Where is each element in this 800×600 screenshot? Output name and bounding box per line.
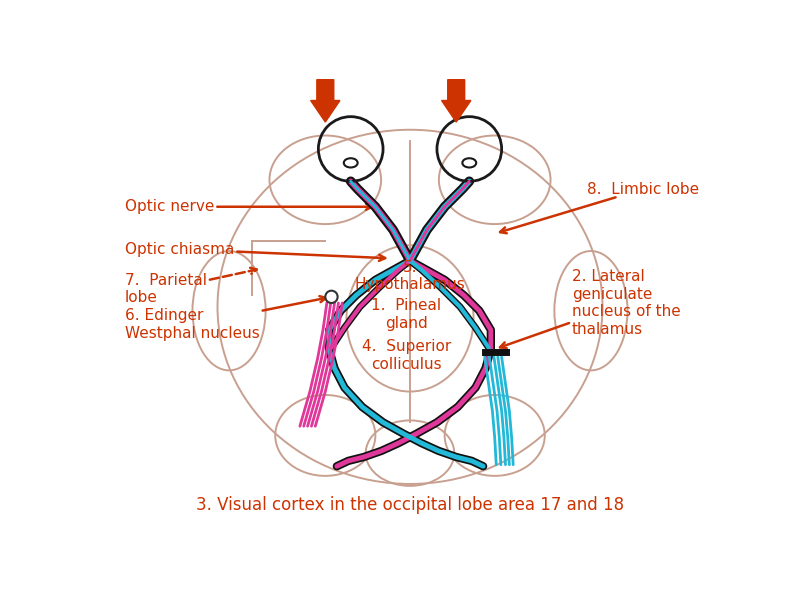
FancyArrow shape xyxy=(442,80,471,122)
Text: 1.  Pineal
gland: 1. Pineal gland xyxy=(371,298,442,331)
Text: 8.  Limbic lobe: 8. Limbic lobe xyxy=(500,182,699,233)
Text: 4.  Superior
colliculus: 4. Superior colliculus xyxy=(362,339,450,371)
Text: 6. Edinger
Westphal nucleus: 6. Edinger Westphal nucleus xyxy=(125,296,326,341)
Text: Optic nerve: Optic nerve xyxy=(125,199,372,214)
Text: 5.
Hypothalamus: 5. Hypothalamus xyxy=(354,260,466,292)
Text: 3. Visual cortex in the occipital lobe area 17 and 18: 3. Visual cortex in the occipital lobe a… xyxy=(196,496,624,514)
Text: 2. Lateral
geniculate
nucleus of the
thalamus: 2. Lateral geniculate nucleus of the tha… xyxy=(500,269,681,348)
FancyArrow shape xyxy=(310,80,340,122)
Text: Optic chiasma: Optic chiasma xyxy=(125,242,385,261)
Circle shape xyxy=(326,290,338,303)
Text: 7.  Parietal
lobe: 7. Parietal lobe xyxy=(125,268,257,305)
